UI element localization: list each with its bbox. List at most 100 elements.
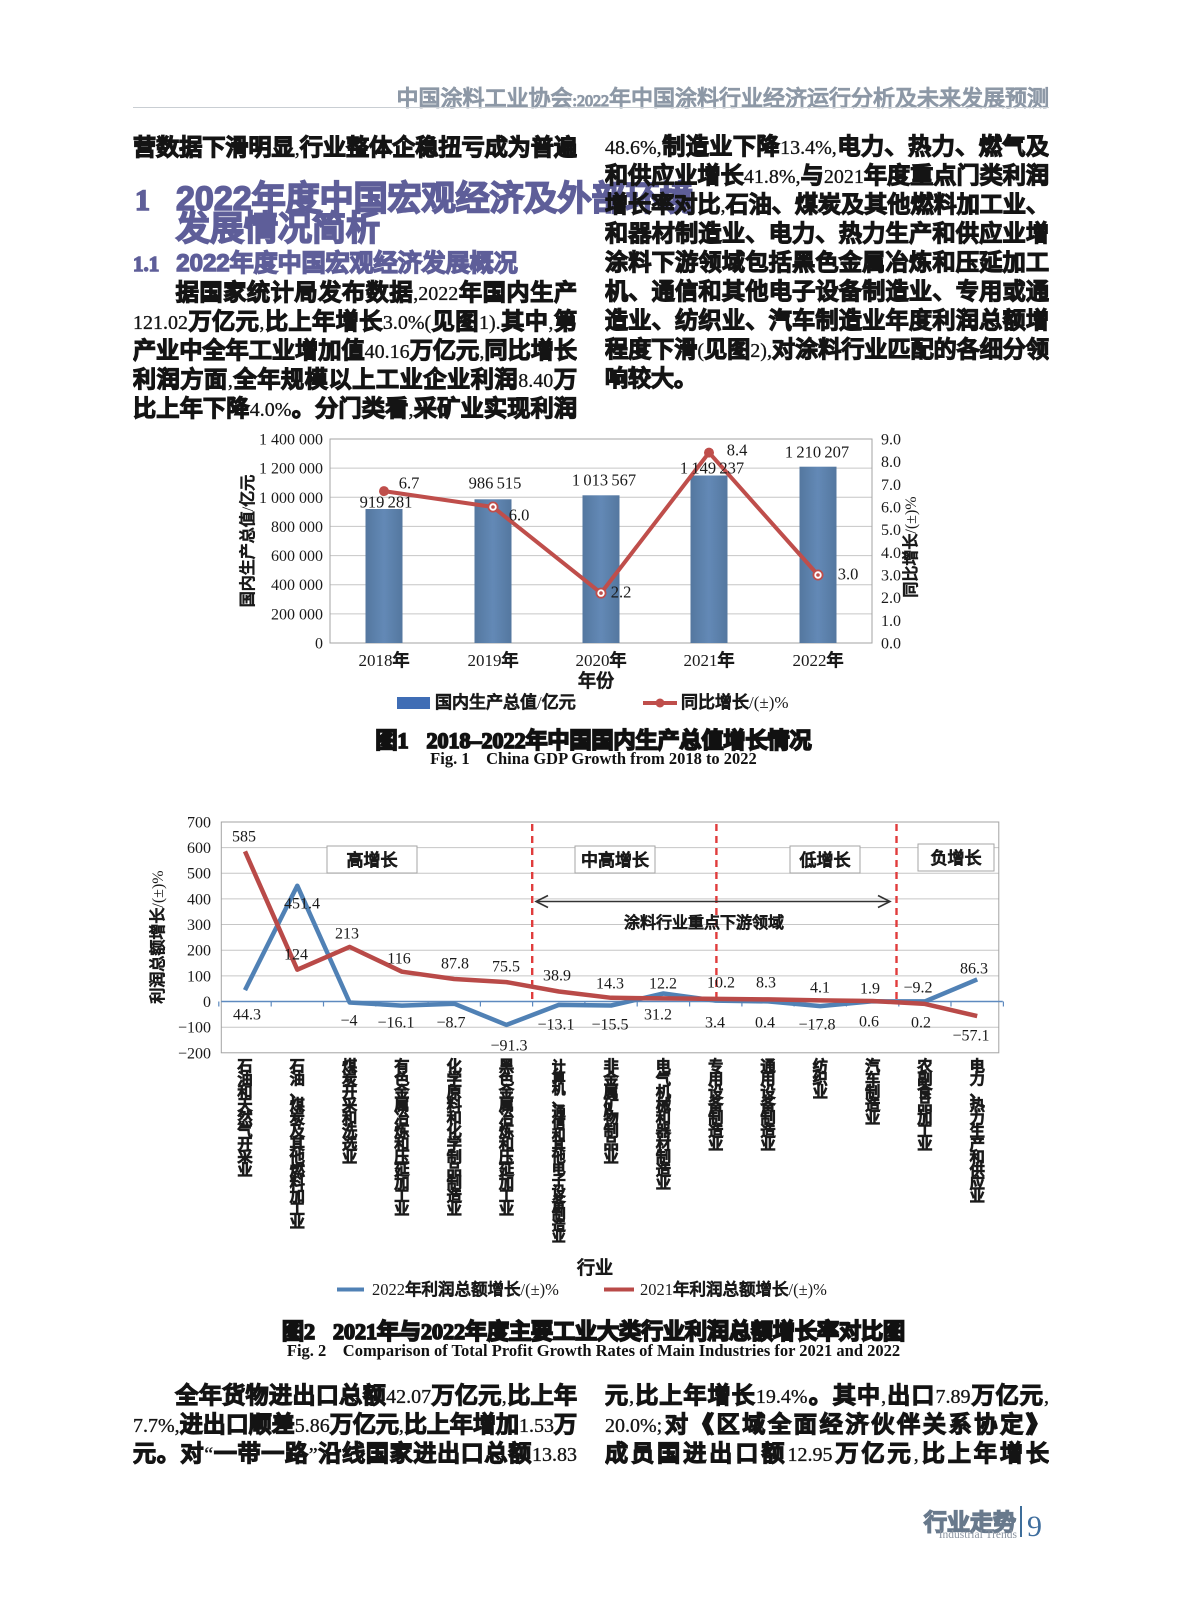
svg-text:1 013 567: 1 013 567 [572, 471, 636, 490]
svg-text:2.0: 2.0 [881, 590, 901, 607]
svg-text:−17.8: −17.8 [798, 1017, 835, 1034]
svg-text:−9.2: −9.2 [903, 980, 932, 997]
svg-text:纺织业: 纺织业 [813, 1058, 828, 1101]
svg-text:中高增长: 中高增长 [581, 851, 649, 870]
svg-text:585: 585 [232, 829, 256, 846]
svg-text:年份: 年份 [578, 671, 614, 691]
svg-text:1.0: 1.0 [881, 613, 901, 630]
svg-text:−4: −4 [340, 1013, 357, 1030]
svg-text:100: 100 [187, 968, 211, 985]
svg-text:44.3: 44.3 [233, 1007, 261, 1024]
svg-text:专用设备制造业: 专用设备制造业 [708, 1058, 723, 1153]
svg-text:2019年: 2019年 [468, 651, 519, 670]
svg-text:−16.1: −16.1 [377, 1015, 414, 1032]
svg-text:通用设备制造业: 通用设备制造业 [760, 1058, 775, 1153]
svg-text:0.0: 0.0 [881, 636, 901, 653]
svg-text:农副食品加工业: 农副食品加工业 [917, 1058, 932, 1153]
svg-text:600: 600 [187, 840, 211, 857]
svg-text:4.0: 4.0 [881, 545, 901, 562]
svg-text:电气机械和器材制造业: 电气机械和器材制造业 [656, 1058, 671, 1192]
svg-text:−15.5: −15.5 [591, 1017, 628, 1034]
svg-text:非金属矿物制品业: 非金属矿物制品业 [604, 1058, 619, 1166]
svg-text:−13.1: −13.1 [537, 1017, 574, 1034]
svg-text:75.5: 75.5 [492, 959, 520, 976]
svg-text:负增长: 负增长 [931, 849, 982, 868]
svg-text:5.0: 5.0 [881, 522, 901, 539]
svg-text:38.9: 38.9 [543, 968, 571, 985]
svg-text:124: 124 [284, 947, 308, 964]
svg-text:400 000: 400 000 [271, 577, 323, 594]
svg-text:1 400 000: 1 400 000 [259, 432, 323, 449]
svg-text:电力、热力生产和供应业: 电力、热力生产和供应业 [970, 1058, 985, 1205]
svg-text:600 000: 600 000 [271, 548, 323, 565]
svg-text:2022年利润总额增长/(±)%: 2022年利润总额增长/(±)% [372, 1280, 559, 1299]
svg-text:−100: −100 [178, 1020, 211, 1037]
svg-text:计算机、通信和其他电子设备制造业: 计算机、通信和其他电子设备制造业 [552, 1059, 566, 1245]
svg-text:0.4: 0.4 [755, 1015, 775, 1032]
svg-text:86.3: 86.3 [960, 961, 988, 978]
svg-text:利润总额增长/(±)%: 利润总额增长/(±)% [149, 870, 167, 1003]
svg-text:2.2: 2.2 [611, 583, 632, 602]
svg-text:400: 400 [187, 891, 211, 908]
svg-text:3.4: 3.4 [705, 1015, 725, 1032]
svg-text:2022年: 2022年 [793, 651, 844, 670]
svg-text:涂料行业重点下游领域: 涂料行业重点下游领域 [624, 914, 784, 932]
svg-text:−57.1: −57.1 [952, 1028, 989, 1045]
svg-text:2021年: 2021年 [684, 651, 735, 670]
svg-text:−200: −200 [178, 1045, 211, 1062]
svg-text:9.0: 9.0 [881, 432, 901, 449]
svg-text:6.0: 6.0 [509, 506, 530, 525]
svg-text:919 281: 919 281 [360, 493, 413, 512]
svg-text:8.3: 8.3 [756, 975, 776, 992]
svg-text:1 200 000: 1 200 000 [259, 461, 323, 478]
svg-text:黑色金属冶炼和压延加工业: 黑色金属冶炼和压延加工业 [499, 1058, 514, 1218]
svg-text:国内生产总值/亿元: 国内生产总值/亿元 [435, 693, 576, 712]
svg-text:汽车制造业: 汽车制造业 [865, 1058, 880, 1127]
svg-text:3.0: 3.0 [838, 565, 859, 584]
svg-text:6.0: 6.0 [881, 500, 901, 517]
svg-text:200 000: 200 000 [271, 606, 323, 623]
svg-text:−8.7: −8.7 [436, 1015, 465, 1032]
svg-text:213: 213 [335, 926, 359, 943]
svg-text:300: 300 [187, 917, 211, 934]
svg-text:116: 116 [387, 951, 410, 968]
svg-text:8.0: 8.0 [881, 454, 901, 471]
svg-text:6.7: 6.7 [399, 474, 420, 493]
svg-text:3.0: 3.0 [881, 568, 901, 585]
svg-text:2018年: 2018年 [359, 651, 410, 670]
svg-text:煤炭开采和洗选业: 煤炭开采和洗选业 [342, 1058, 357, 1166]
svg-text:石油、煤炭及其他燃料加工业: 石油、煤炭及其他燃料加工业 [290, 1058, 305, 1231]
svg-text:31.2: 31.2 [644, 1007, 672, 1024]
svg-text:4.1: 4.1 [810, 980, 830, 997]
svg-text:2020年: 2020年 [576, 651, 627, 670]
svg-text:同比增长/(±)%: 同比增长/(±)% [902, 496, 920, 597]
svg-text:14.3: 14.3 [596, 976, 624, 993]
svg-text:7.0: 7.0 [881, 477, 901, 494]
svg-text:0: 0 [315, 636, 323, 653]
svg-text:2021年利润总额增长/(±)%: 2021年利润总额增长/(±)% [640, 1280, 827, 1299]
svg-text:1 210 207: 1 210 207 [785, 443, 849, 462]
svg-text:国内生产总值/亿元: 国内生产总值/亿元 [239, 475, 257, 607]
svg-text:同比增长/(±)%: 同比增长/(±)% [681, 693, 789, 712]
svg-text:500: 500 [187, 866, 211, 883]
svg-text:有色金属冶炼和压延加工业: 有色金属冶炼和压延加工业 [394, 1058, 409, 1218]
svg-text:1 149 237: 1 149 237 [680, 459, 744, 478]
svg-text:0: 0 [203, 994, 211, 1011]
svg-text:0.2: 0.2 [911, 1015, 931, 1032]
svg-text:高增长: 高增长 [347, 851, 398, 870]
svg-text:−91.3: −91.3 [490, 1038, 527, 1055]
svg-text:87.8: 87.8 [441, 956, 469, 973]
svg-text:低增长: 低增长 [800, 851, 851, 870]
svg-text:800 000: 800 000 [271, 519, 323, 536]
svg-text:化学原料和化学制品制造业: 化学原料和化学制品制造业 [447, 1058, 462, 1218]
svg-text:行业: 行业 [577, 1258, 613, 1278]
svg-text:12.2: 12.2 [649, 976, 677, 993]
svg-text:1.9: 1.9 [860, 981, 880, 998]
svg-text:石油和天然气开采业: 石油和天然气开采业 [237, 1058, 252, 1179]
svg-text:1 000 000: 1 000 000 [259, 490, 323, 507]
svg-text:8.4: 8.4 [727, 441, 748, 460]
svg-text:986 515: 986 515 [469, 474, 522, 493]
svg-text:451.4: 451.4 [284, 896, 320, 913]
svg-text:200: 200 [187, 943, 211, 960]
svg-text:10.2: 10.2 [707, 975, 735, 992]
